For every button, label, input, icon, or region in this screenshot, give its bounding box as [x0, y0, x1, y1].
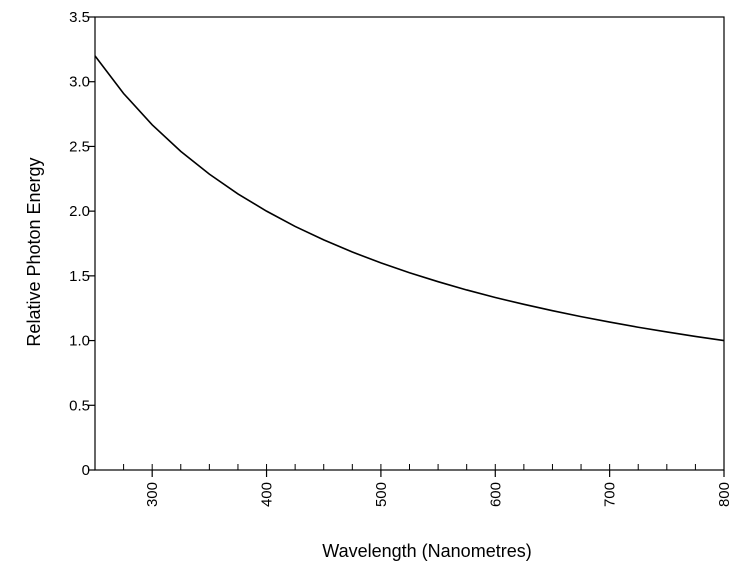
y-tick-label: 0 — [82, 462, 90, 479]
y-tick-label: 2.5 — [69, 138, 90, 155]
series-layer — [94, 55, 725, 342]
y-tick-label: 3.5 — [69, 9, 90, 26]
y-axis-title: Relative Photon Energy — [24, 157, 44, 346]
axes-layer — [94, 16, 725, 471]
y-tick-label: 2.0 — [69, 203, 90, 220]
x-tick-label: 600 — [487, 482, 504, 507]
x-tick-label: 300 — [144, 482, 161, 507]
x-axis-title: Wavelength (Nanometres) — [322, 541, 531, 561]
plot-frame — [94, 16, 725, 471]
ticks-layer: 0 0.5 1.0 1.5 2.0 2.5 3.0 3.5 300 400 500 600 700 800 — [69, 9, 729, 507]
y-tick-label: 3.0 — [69, 74, 90, 91]
x-tick-label: 800 — [716, 482, 729, 507]
x-tick-label: 700 — [602, 482, 619, 507]
y-tick-label: 1.5 — [69, 268, 90, 285]
y-tick-label: 1.0 — [69, 333, 90, 350]
series-line — [94, 55, 725, 342]
x-tick-label: 500 — [373, 482, 390, 507]
y-tick-label: 0.5 — [69, 397, 90, 414]
x-tick-label: 400 — [259, 482, 276, 507]
